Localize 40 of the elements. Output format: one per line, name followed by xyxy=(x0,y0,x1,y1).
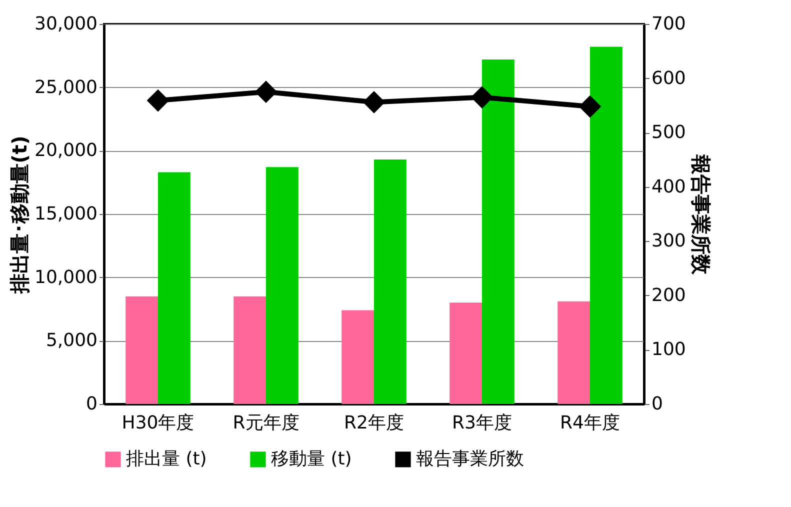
legend-label: 排出量 (t) xyxy=(126,448,207,470)
y-tick-label: 5,000 xyxy=(46,330,98,352)
y-tick-label: 15,000 xyxy=(34,204,98,224)
point xyxy=(362,90,386,114)
x-tick-label: R3年度 xyxy=(452,412,512,434)
y-tick-label: 10,000 xyxy=(34,266,98,288)
y2-tick-label: 400 xyxy=(652,176,686,198)
point xyxy=(470,86,494,108)
y2-tick-label: 300 xyxy=(652,230,686,252)
y2-tick-label: 700 xyxy=(652,14,686,34)
point xyxy=(254,80,278,104)
y2-tick-label: 500 xyxy=(652,122,686,144)
x-tick-label: R元年度 xyxy=(232,412,300,434)
y2-tick-label: 0 xyxy=(652,394,663,414)
x-tick-label: R4年度 xyxy=(560,412,620,434)
bar xyxy=(158,172,190,404)
bar xyxy=(342,310,374,404)
y-tick-label: 30,000 xyxy=(34,14,98,34)
y-tick-label: 25,000 xyxy=(34,76,98,98)
y-tick-label: 0 xyxy=(86,394,98,414)
x-tick-label: R2年度 xyxy=(344,412,404,434)
legend-label: 報告事業所数 xyxy=(416,448,524,470)
y2-axis-title: 報告事業所数 xyxy=(688,154,713,276)
bar xyxy=(234,296,266,404)
bar xyxy=(590,46,622,404)
y2-tick-label: 100 xyxy=(652,339,686,360)
bar xyxy=(450,302,482,404)
bar xyxy=(558,301,590,404)
bar xyxy=(374,160,406,404)
y-tick-label: 20,000 xyxy=(34,140,98,162)
bar xyxy=(266,167,298,404)
bar xyxy=(126,296,158,404)
bar xyxy=(482,59,514,404)
point xyxy=(578,95,602,118)
legend-label: 移動量 (t) xyxy=(271,448,352,470)
y-axis-title: 排出量･移動量(t) xyxy=(8,136,32,294)
x-tick-label: H30年度 xyxy=(122,412,194,434)
y2-tick-label: 200 xyxy=(652,284,686,306)
point xyxy=(146,89,170,112)
y2-tick-label: 600 xyxy=(652,68,686,89)
